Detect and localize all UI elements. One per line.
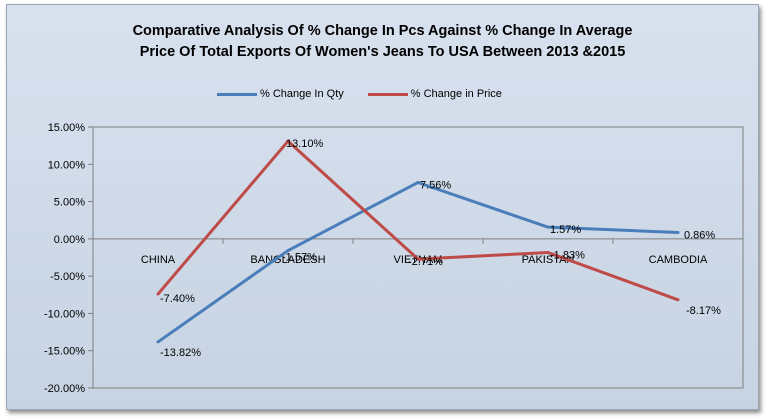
data-point bbox=[416, 180, 420, 184]
legend-label-qty: % Change In Qty bbox=[260, 88, 344, 100]
y-tick-label: 15.00% bbox=[48, 122, 86, 134]
chart-title-line-2: Price Of Total Exports Of Women's Jeans … bbox=[139, 44, 626, 60]
data-point bbox=[546, 251, 550, 255]
legend-label-price: % Change in Price bbox=[410, 88, 502, 100]
series-line-price bbox=[156, 139, 679, 302]
legend-swatch-price bbox=[367, 92, 408, 96]
data-label: 7.56% bbox=[420, 179, 451, 191]
chart-legend: % Change In Qty % Change in Price bbox=[217, 88, 526, 100]
data-label: -1.57% bbox=[282, 252, 317, 264]
data-label: -8.17% bbox=[686, 305, 721, 317]
y-tick-label: 0.00% bbox=[54, 234, 85, 246]
legend-swatch-qty bbox=[217, 92, 257, 96]
y-tick-label: -5.00% bbox=[50, 271, 85, 283]
data-point bbox=[286, 249, 290, 253]
data-point bbox=[546, 225, 550, 229]
data-label: -7.40% bbox=[160, 293, 195, 305]
y-tick-label: -15.00% bbox=[44, 346, 85, 358]
data-point bbox=[416, 257, 420, 261]
data-label: -1.83% bbox=[550, 250, 585, 262]
data-point bbox=[676, 230, 680, 234]
data-point bbox=[156, 292, 160, 296]
plot-border bbox=[92, 126, 744, 389]
chart-title: Comparative Analysis Of % Change In Pcs … bbox=[7, 21, 758, 63]
y-tick-label: 10.00% bbox=[48, 159, 86, 171]
data-label: 1.57% bbox=[550, 224, 581, 236]
legend-item-price: % Change in Price bbox=[367, 88, 502, 100]
plot-area: 15.00% 10.00% 5.00% 0.00% -5.00% -10.00% -15.0… bbox=[44, 122, 744, 395]
y-tick-label: -10.00% bbox=[44, 308, 85, 320]
x-category-label: CHINA bbox=[141, 254, 176, 266]
chart-title-line-1: Comparative Analysis Of % Change In Pcs … bbox=[132, 23, 633, 39]
data-label: -2.71% bbox=[408, 256, 443, 268]
y-tick-label: -20.00% bbox=[44, 383, 85, 395]
x-category-label: CAMBODIA bbox=[649, 254, 708, 266]
data-label: 13.10% bbox=[286, 138, 324, 150]
data-label: -13.82% bbox=[160, 347, 201, 359]
data-point bbox=[156, 340, 160, 344]
legend-item-qty: % Change In Qty bbox=[217, 88, 344, 100]
data-point bbox=[286, 139, 290, 143]
data-point bbox=[676, 298, 680, 302]
data-label: 0.86% bbox=[684, 229, 715, 241]
chart-frame: Comparative Analysis Of % Change In Pcs … bbox=[6, 4, 759, 410]
y-tick-label: 5.00% bbox=[54, 197, 85, 209]
